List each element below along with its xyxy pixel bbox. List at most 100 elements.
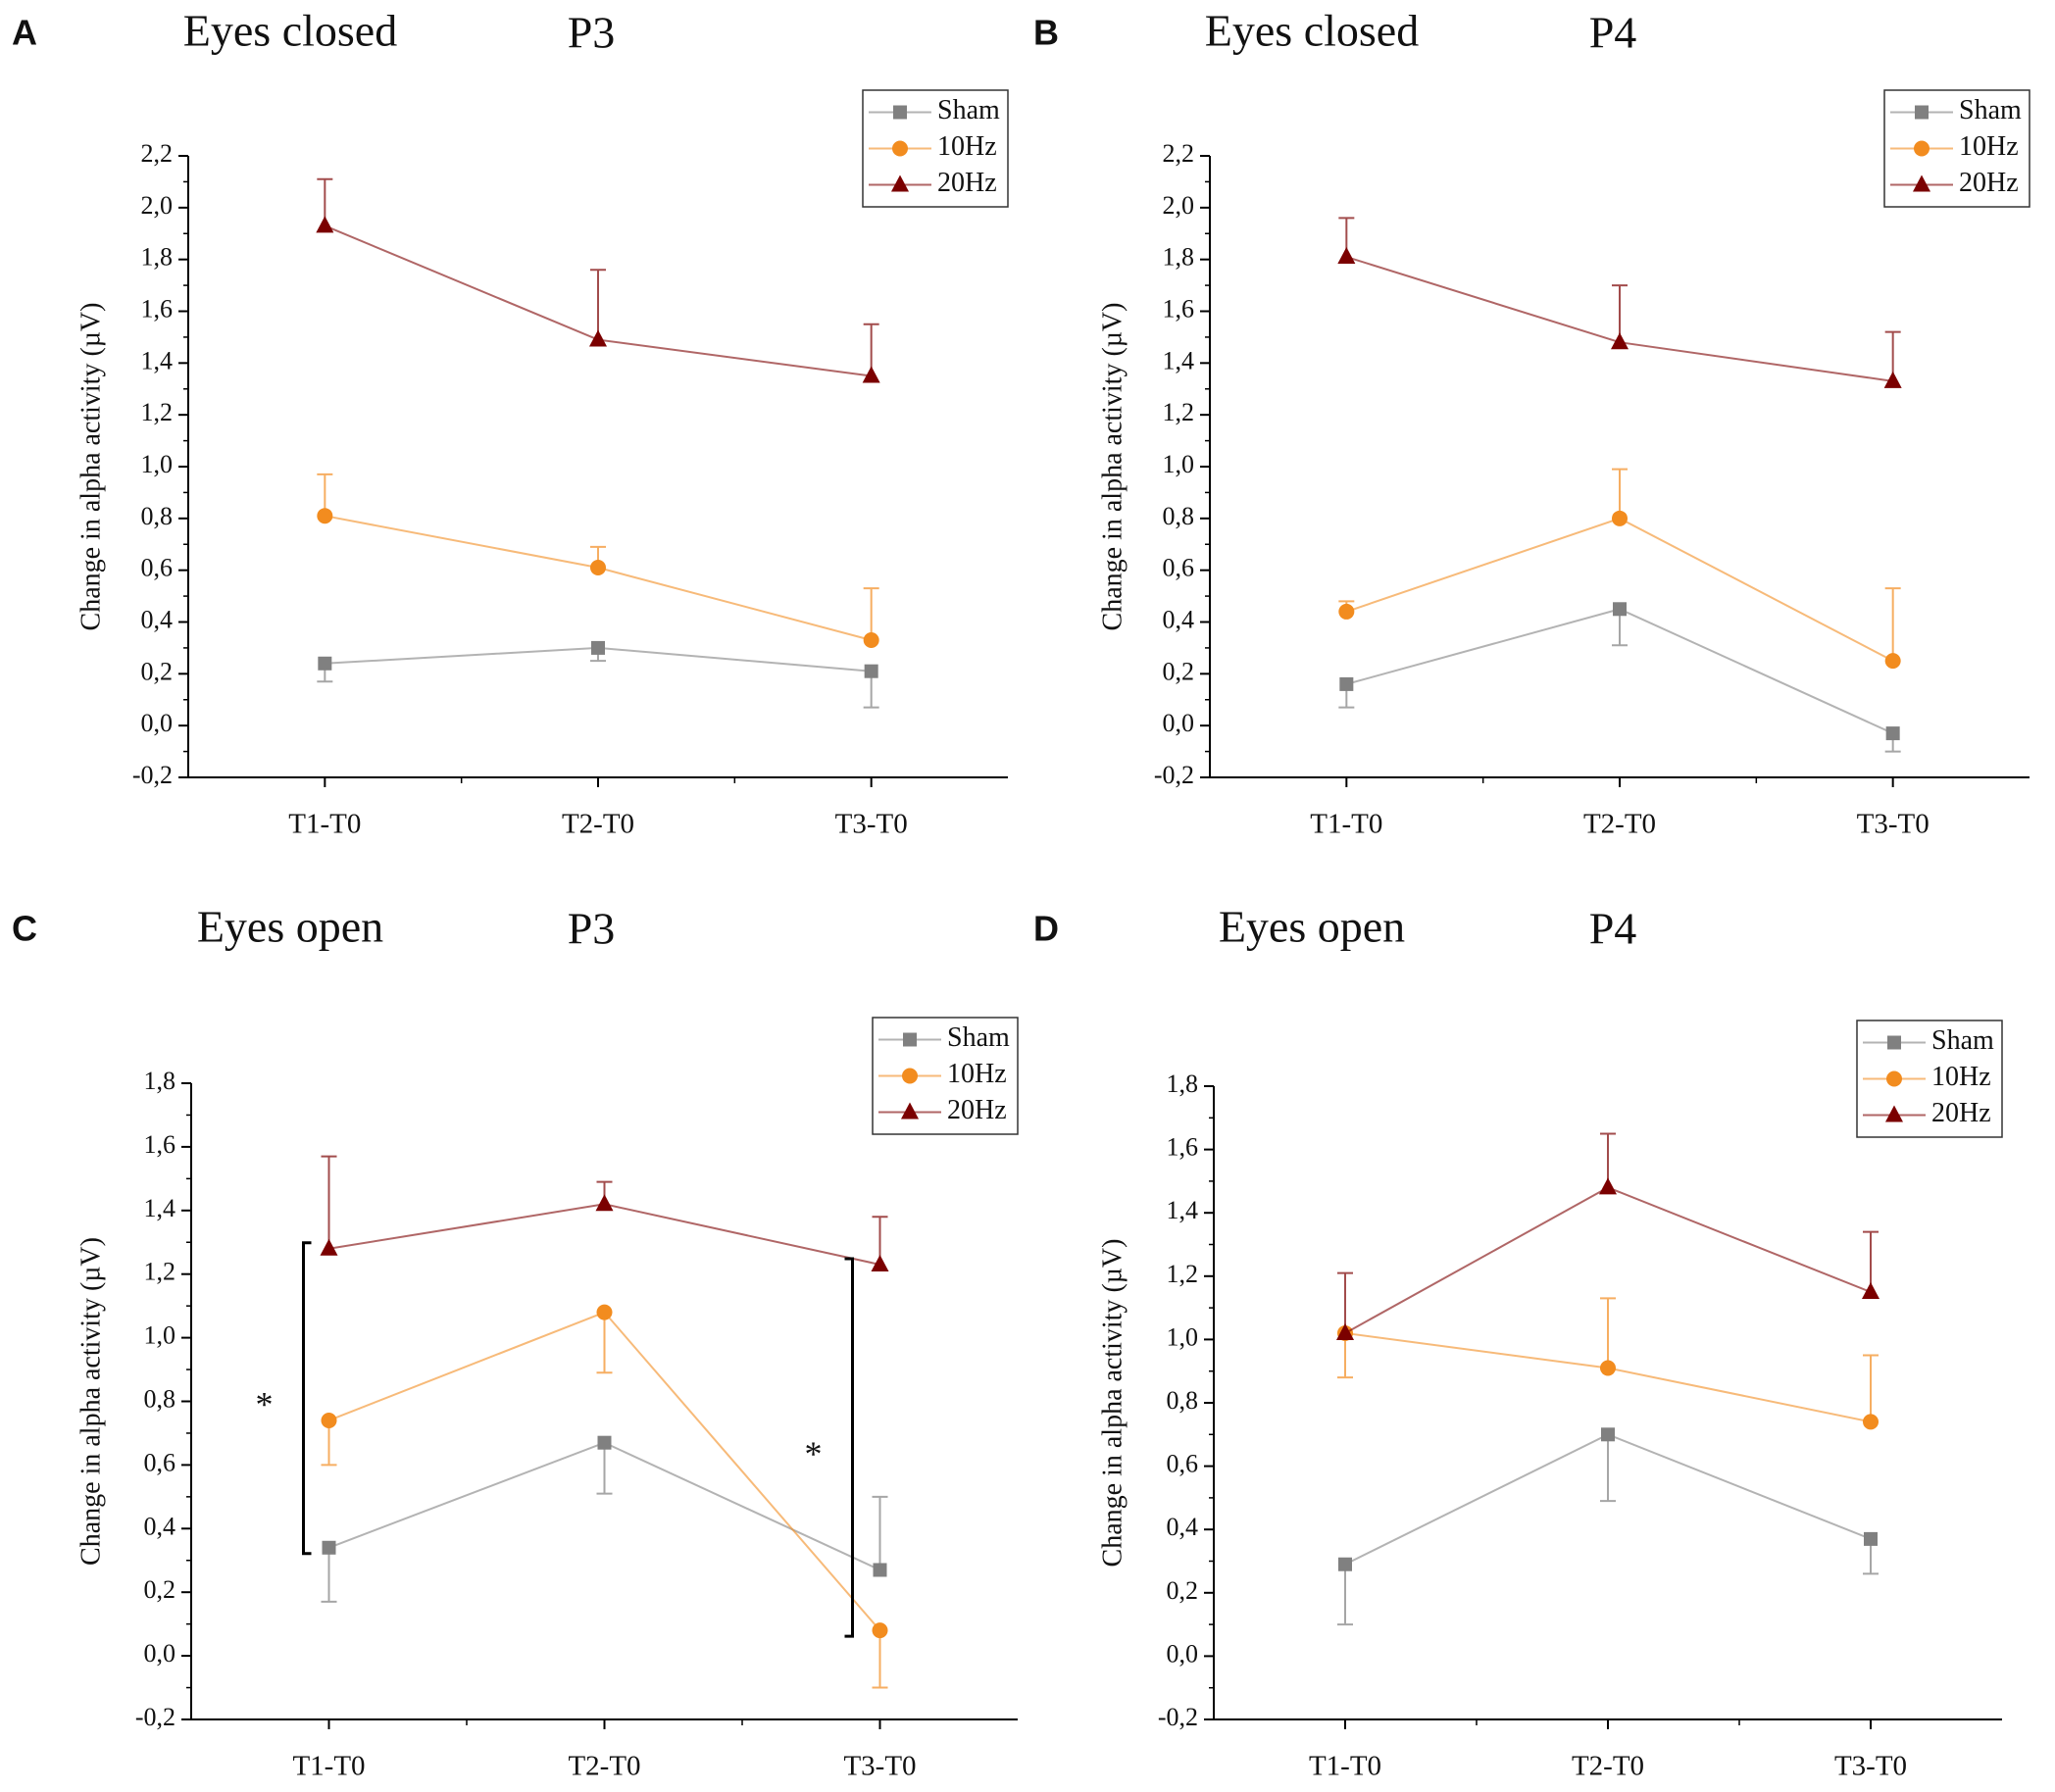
chart-panel: D Eyes open P4 Change in alpha activity (µV… (1033, 902, 2003, 1782)
marker (317, 508, 333, 524)
marker (597, 1435, 612, 1450)
x-tick-label: T1-T0 (1309, 1751, 1381, 1782)
marker (892, 140, 908, 157)
marker (1599, 1177, 1617, 1195)
y-tick-label: 1,4 (141, 346, 174, 374)
marker (1886, 1070, 1902, 1087)
legend-label: 20Hz (937, 168, 997, 198)
x-tick-label: T2-T0 (1583, 809, 1656, 840)
marker (595, 1194, 614, 1212)
y-tick-label: 0,8 (144, 1384, 176, 1413)
marker (871, 1254, 889, 1271)
y-tick-label: 0,8 (1167, 1386, 1199, 1415)
panel-label: C (12, 909, 37, 949)
legend-label: 20Hz (947, 1095, 1007, 1125)
y-axis-label: Change in alpha activity (µV) (1097, 303, 1128, 631)
marker (1601, 1427, 1615, 1442)
y-tick-label: -0,2 (135, 1703, 175, 1731)
x-tick-label: T3-T0 (1857, 809, 1930, 840)
x-tick-label: T2-T0 (568, 1751, 640, 1782)
marker (1336, 1322, 1354, 1340)
marker (590, 560, 606, 576)
y-tick-label: 0,2 (1167, 1576, 1199, 1605)
marker (1612, 510, 1628, 526)
marker (1338, 1557, 1352, 1571)
marker (1883, 371, 1902, 388)
y-axis-label: Change in alpha activity (µV) (75, 303, 106, 631)
marker (1338, 603, 1355, 620)
marker (901, 1102, 919, 1120)
y-tick-label: 2,0 (1163, 191, 1195, 220)
y-tick-label: 0,0 (1167, 1639, 1199, 1668)
y-tick-label: -0,2 (132, 761, 173, 789)
marker (1885, 726, 1900, 741)
x-tick-label: T3-T0 (835, 809, 908, 840)
marker (863, 631, 879, 648)
marker (321, 1412, 337, 1428)
x-tick-label: T2-T0 (562, 809, 634, 840)
y-tick-label: 1,0 (144, 1321, 176, 1350)
y-tick-label: 1,2 (144, 1258, 176, 1286)
y-tick-label: -0,2 (1154, 761, 1194, 789)
y-tick-label: 0,6 (1167, 1450, 1199, 1478)
y-tick-label: 1,8 (144, 1067, 176, 1095)
y-tick-label: 1,4 (1163, 346, 1195, 374)
y-tick-label: 0,6 (141, 554, 174, 582)
significance-bracket (844, 1257, 854, 1638)
y-tick-label: 1,6 (1163, 294, 1195, 323)
legend-label: 10Hz (1931, 1062, 1991, 1092)
y-tick-label: 1,8 (1167, 1070, 1199, 1098)
y-tick-label: 0,2 (141, 657, 174, 685)
error-bar (596, 1442, 613, 1495)
y-tick-label: 0,6 (144, 1448, 176, 1476)
y-tick-label: 0,0 (141, 709, 174, 737)
x-tick-label: T1-T0 (288, 809, 361, 840)
marker (873, 1563, 887, 1577)
significance-star: * (805, 1434, 823, 1473)
error-bar (1337, 1271, 1353, 1333)
y-tick-label: 0,2 (1163, 657, 1195, 685)
legend-label: 20Hz (1959, 168, 2019, 198)
x-tick-label: T1-T0 (292, 1751, 365, 1782)
legend-label: 10Hz (937, 131, 997, 162)
marker (1611, 332, 1629, 350)
series-line (328, 1203, 880, 1266)
marker (596, 1304, 613, 1320)
panel-label: D (1033, 909, 1059, 949)
y-tick-label: 2,2 (1163, 139, 1195, 168)
chart-subtitle: P4 (1589, 904, 1637, 954)
y-tick-label: 1,8 (1163, 243, 1195, 272)
y-tick-label: 0,8 (1163, 502, 1195, 530)
significance-bracket (302, 1241, 312, 1556)
marker (1613, 602, 1627, 617)
y-tick-label: 1,2 (1163, 398, 1195, 426)
marker (864, 664, 878, 678)
y-tick-label: 1,0 (1163, 450, 1195, 478)
chart-title: Eyes open (197, 902, 383, 952)
marker (1914, 140, 1930, 157)
marker (591, 640, 605, 655)
x-tick-label: T3-T0 (1834, 1751, 1907, 1782)
x-tick-label: T3-T0 (843, 1751, 916, 1782)
chart-title: Eyes closed (183, 6, 397, 56)
marker (589, 329, 607, 347)
error-bar (321, 1155, 337, 1249)
y-tick-label: 0,6 (1163, 554, 1195, 582)
x-tick-label: T2-T0 (1572, 1751, 1644, 1782)
panel-label: B (1033, 13, 1059, 53)
error-bar (872, 1495, 888, 1570)
y-tick-label: 0,0 (144, 1639, 176, 1668)
marker (322, 1540, 336, 1555)
chart-subtitle: P4 (1589, 8, 1637, 58)
significance-star: * (256, 1385, 274, 1424)
y-tick-label: 1,6 (141, 294, 174, 323)
series-line (325, 515, 872, 641)
y-tick-label: -0,2 (1158, 1703, 1198, 1731)
marker (1862, 1281, 1880, 1299)
legend-label: Sham (1931, 1025, 1994, 1056)
y-tick-label: 0,4 (1163, 605, 1195, 633)
y-tick-label: 1,4 (1167, 1196, 1199, 1224)
marker (316, 216, 334, 233)
y-tick-label: 1,4 (144, 1194, 176, 1222)
